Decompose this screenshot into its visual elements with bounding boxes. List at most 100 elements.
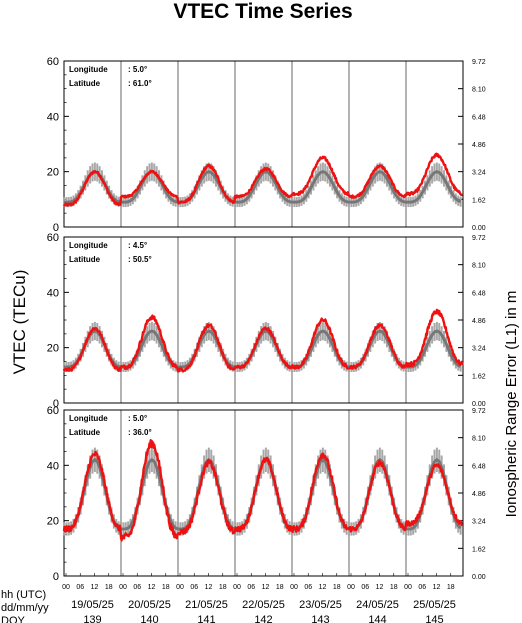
x-hour-tick-label: 06 — [133, 584, 141, 591]
y-tick-label-right: 1.62 — [472, 546, 486, 553]
y-tick-label-right: 9.72 — [472, 408, 486, 415]
x-hour-tick-label: 18 — [276, 584, 284, 591]
y-tick-label-right: 8.10 — [472, 263, 486, 270]
latitude-label: Latitude — [69, 255, 101, 264]
x-row-label: dd/mm/yy — [1, 602, 49, 614]
x-hour-tick-label: 12 — [205, 584, 213, 591]
y-tick-label-right: 1.62 — [472, 197, 486, 204]
latitude-label: Latitude — [69, 428, 101, 437]
longitude-label: Longitude — [69, 241, 108, 250]
y-axis-label-left: VTEC (TECu) — [10, 270, 29, 375]
x-hour-tick-label: 00 — [404, 584, 412, 591]
x-hour-tick-label: 18 — [447, 584, 455, 591]
x-date-label: 24/05/25 — [356, 599, 399, 611]
panels-layer: 0 20 40 60 0.00 1.62 3.24 4.86 6.48 8.10 9.72 Longi… — [47, 56, 486, 583]
y-tick-label-right: 8.10 — [472, 436, 486, 443]
x-hour-tick-label: 00 — [119, 584, 127, 591]
x-date-label: 22/05/25 — [242, 599, 285, 611]
y-tick-label-left: 60 — [47, 232, 59, 244]
x-date-label: 25/05/25 — [413, 599, 456, 611]
x-row-label: hh (UTC) — [1, 589, 46, 601]
panel-3: 0 20 40 60 0.00 1.62 3.24 4.86 6.48 8.10 9.72 Longi… — [47, 405, 486, 583]
x-hour-tick-label: 00 — [233, 584, 241, 591]
x-hour-tick-label: 06 — [361, 584, 369, 591]
y-tick-label-right: 4.86 — [472, 142, 486, 149]
x-doy-label: 143 — [311, 614, 329, 623]
latitude-value: : 36.0° — [128, 428, 152, 437]
x-hour-tick-label: 18 — [162, 584, 170, 591]
x-hour-tick-label: 00 — [347, 584, 355, 591]
x-hour-tick-label: 12 — [376, 584, 384, 591]
x-doy-label: 139 — [83, 614, 101, 623]
y-tick-label-right: 3.24 — [472, 170, 486, 177]
x-hour-tick-label: 06 — [190, 584, 198, 591]
latitude-value: : 61.0° — [128, 79, 152, 88]
y-tick-label-left: 0 — [53, 571, 59, 583]
y-tick-label-right: 9.72 — [472, 59, 486, 66]
y-tick-label-right: 6.48 — [472, 463, 486, 470]
y-tick-label-right: 3.24 — [472, 346, 486, 353]
x-date-label: 20/05/25 — [128, 599, 171, 611]
x-hour-tick-label: 12 — [319, 584, 327, 591]
x-doy-label: 141 — [197, 614, 215, 623]
x-hour-tick-label: 12 — [91, 584, 99, 591]
x-hour-tick-label: 00 — [176, 584, 184, 591]
y-tick-label-left: 60 — [47, 405, 59, 417]
x-hour-tick-label: 06 — [418, 584, 426, 591]
y-tick-label-right: 4.86 — [472, 491, 486, 498]
reference-series-line — [64, 170, 462, 204]
x-hour-tick-label: 18 — [105, 584, 113, 591]
observed-series-line — [62, 152, 463, 207]
y-tick-label-left: 40 — [47, 460, 59, 472]
x-hour-tick-label: 12 — [148, 584, 156, 591]
x-date-label: 19/05/25 — [71, 599, 114, 611]
longitude-label: Longitude — [69, 65, 108, 74]
panel-1: 0 20 40 60 0.00 1.62 3.24 4.86 6.48 8.10 9.72 Longi… — [47, 56, 486, 234]
y-tick-label-right: 3.24 — [472, 519, 486, 526]
longitude-value: : 5.0° — [128, 414, 147, 423]
x-hour-tick-label: 00 — [290, 584, 298, 591]
y-tick-label-left: 0 — [53, 222, 59, 234]
y-tick-label-left: 20 — [47, 516, 59, 528]
x-hour-tick-label: 00 — [62, 584, 70, 591]
y-tick-label-right: 0.00 — [472, 401, 486, 408]
y-tick-label-right: 0.00 — [472, 225, 486, 232]
chart-title: VTEC Time Series — [173, 0, 352, 23]
observed-series-line — [62, 308, 464, 373]
y-tick-label-right: 4.86 — [472, 318, 486, 325]
x-doy-label: 145 — [425, 614, 443, 623]
y-tick-label-left: 20 — [47, 167, 59, 179]
observed-series-line — [62, 439, 463, 542]
x-date-label: 21/05/25 — [185, 599, 228, 611]
panel-frame — [63, 236, 464, 404]
x-doy-label: 144 — [368, 614, 386, 623]
y-tick-label-left: 40 — [47, 287, 59, 299]
x-hour-tick-label: 18 — [390, 584, 398, 591]
latitude-value: : 50.5° — [128, 255, 152, 264]
panel-frame — [63, 409, 464, 577]
x-hour-tick-label: 06 — [76, 584, 84, 591]
x-hour-tick-label: 18 — [333, 584, 341, 591]
y-tick-label-left: 60 — [47, 56, 59, 68]
panel-2: 0 20 40 60 0.00 1.62 3.24 4.86 6.48 8.10 9.72 Longi… — [47, 232, 486, 410]
y-axis-label-right: Ionospheric Range Error (L1) in m — [503, 291, 520, 518]
x-hour-tick-label: 06 — [304, 584, 312, 591]
y-tick-label-right: 1.62 — [472, 373, 486, 380]
x-hour-tick-label: 12 — [262, 584, 270, 591]
longitude-value: : 5.0° — [128, 65, 147, 74]
x-doy-label: 140 — [140, 614, 158, 623]
x-doy-label: 142 — [254, 614, 272, 623]
x-hour-tick-label: 12 — [433, 584, 441, 591]
y-tick-label-left: 0 — [53, 398, 59, 410]
y-tick-label-right: 8.10 — [472, 87, 486, 94]
y-tick-label-right: 6.48 — [472, 114, 486, 121]
latitude-label: Latitude — [69, 79, 101, 88]
y-tick-label-right: 6.48 — [472, 290, 486, 297]
y-tick-label-right: 9.72 — [472, 235, 486, 242]
x-date-label: 23/05/25 — [299, 599, 342, 611]
x-hour-tick-label: 18 — [219, 584, 227, 591]
y-tick-label-left: 40 — [47, 111, 59, 123]
x-row-label: DOY — [1, 615, 26, 623]
